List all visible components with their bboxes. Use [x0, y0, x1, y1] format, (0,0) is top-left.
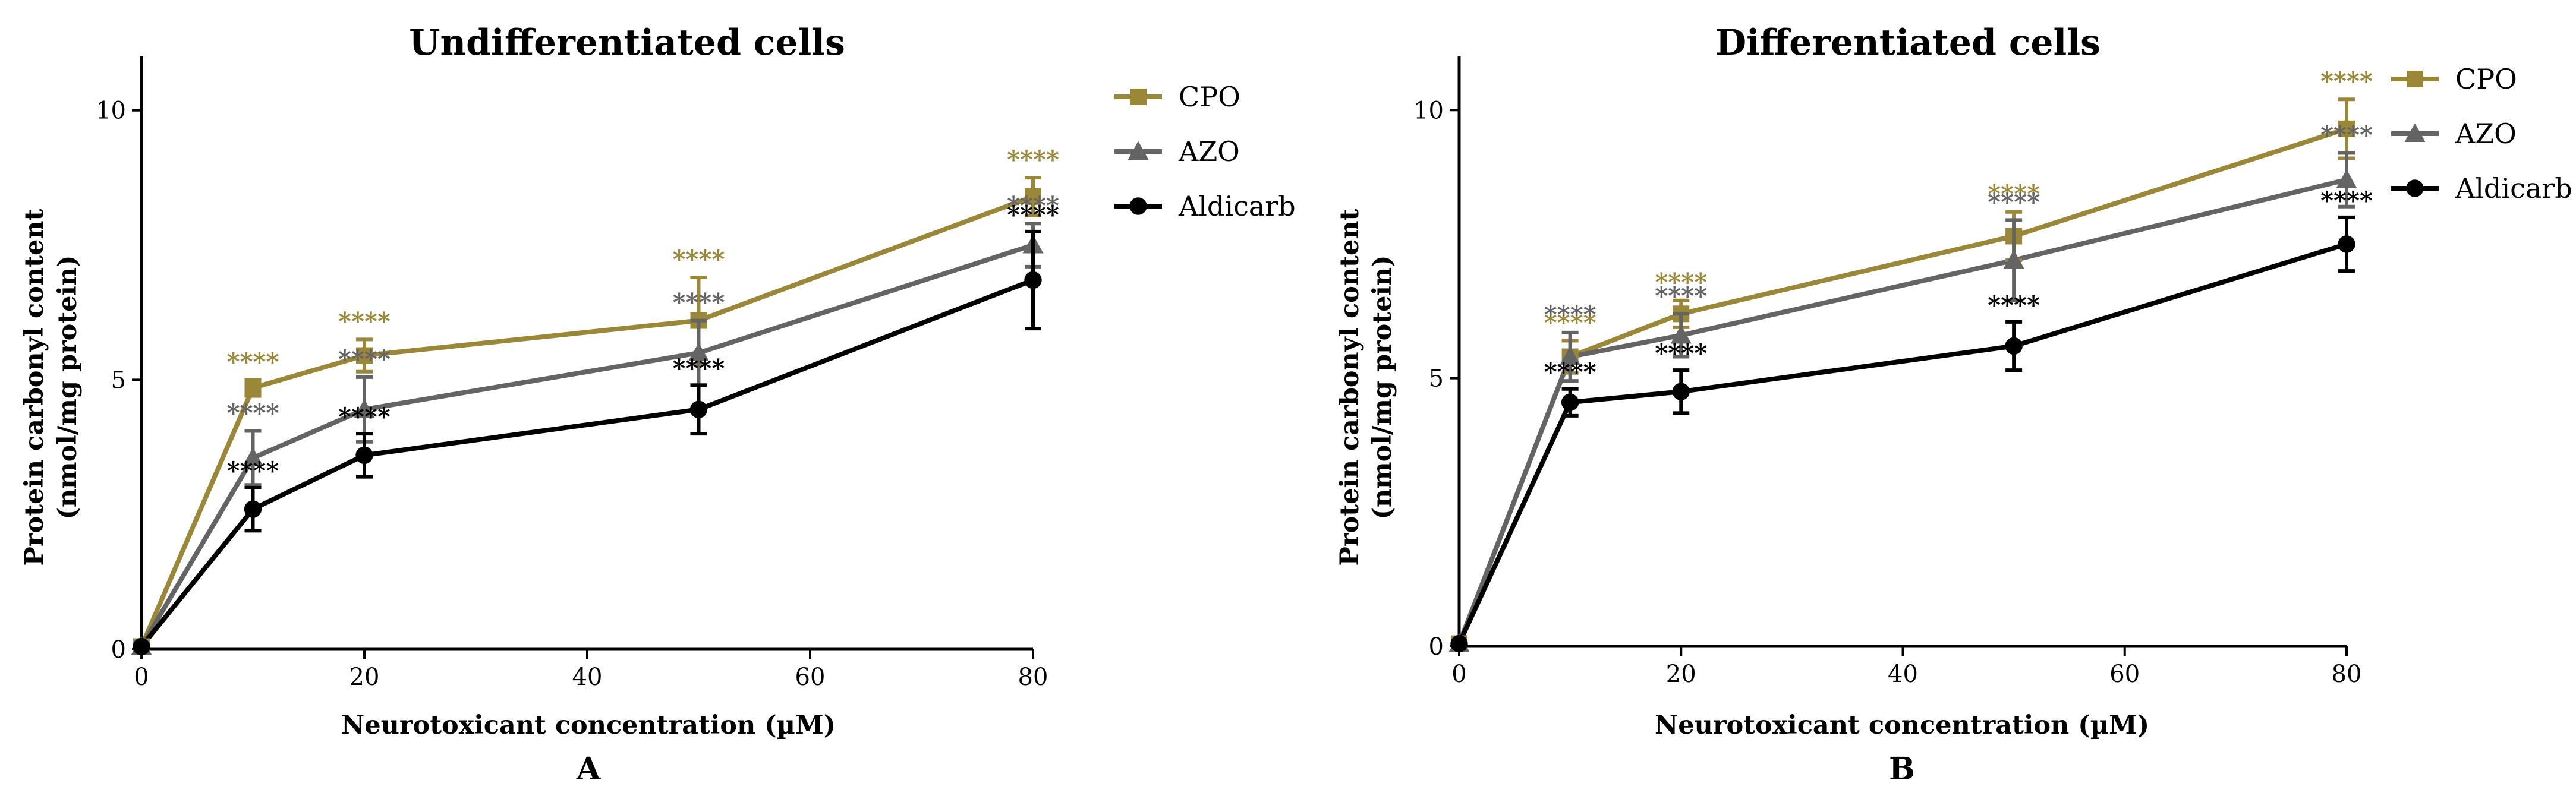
- legend-label: AZO: [1178, 135, 1240, 168]
- y-axis-label-line2: (nmol/mg protein): [53, 255, 83, 520]
- legend-label: CPO: [1179, 81, 1240, 113]
- legend-marker-cpo: [2407, 71, 2423, 87]
- x-tick-label: 60: [795, 664, 826, 691]
- legend-label: AZO: [2455, 118, 2517, 150]
- significance-label-azo: ****: [2320, 120, 2373, 149]
- y-tick-label: 5: [111, 367, 126, 394]
- data-point-azo: [2336, 169, 2357, 188]
- panel-b-chart: Differentiated cells Neurotoxicant conce…: [1335, 22, 2572, 787]
- significance-label-aldicarb: ****: [338, 402, 391, 431]
- significance-label-aldicarb: ****: [1988, 290, 2040, 320]
- data-point-aldicarb: [1450, 634, 1468, 653]
- significance-label-azo: ****: [1655, 281, 1707, 310]
- y-tick-label: 5: [1429, 365, 1444, 393]
- y-axis-label-line1: Protein carbonyl content: [1335, 209, 1365, 566]
- panel-label: A: [576, 751, 601, 787]
- x-tick-label: 80: [2332, 661, 2362, 688]
- significance-label-aldicarb: ****: [1544, 358, 1596, 387]
- significance-label-aldicarb: ****: [673, 353, 725, 383]
- x-tick-label: 40: [1888, 661, 1918, 688]
- significance-label-azo: ****: [1988, 187, 2040, 216]
- legend-marker-azo: [2404, 123, 2426, 142]
- x-tick-label: 80: [1018, 664, 1048, 691]
- significance-label-azo: ****: [227, 399, 279, 428]
- data-point-aldicarb: [244, 500, 262, 518]
- y-axis-label-line1: Protein carbonyl content: [20, 209, 49, 566]
- data-point-aldicarb: [133, 637, 150, 656]
- panel-a-chart: Undifferentiated cells Neurotoxicant con…: [20, 22, 1296, 787]
- data-point-azo: [2003, 249, 2024, 269]
- data-point-aldicarb: [689, 400, 708, 418]
- data-point-azo: [1670, 324, 1692, 344]
- legend-marker-aldicarb: [1129, 197, 1147, 215]
- data-point-cpo: [356, 347, 373, 364]
- y-tick-label: 10: [96, 97, 126, 125]
- data-point-cpo: [1025, 188, 1041, 205]
- legend-label: Aldicarb: [1178, 190, 1296, 222]
- data-point-aldicarb: [2005, 337, 2023, 355]
- chart-title: Differentiated cells: [1715, 22, 2101, 64]
- data-point-aldicarb: [355, 446, 373, 465]
- significance-label-cpo: ****: [1655, 268, 1707, 297]
- significance-label-azo: ****: [673, 288, 725, 317]
- x-tick-label: 60: [2109, 661, 2140, 688]
- panel-label: B: [1889, 751, 1915, 787]
- data-point-aldicarb: [1672, 383, 1690, 400]
- significance-label-azo: ****: [1544, 300, 1596, 329]
- x-tick-label: 0: [134, 664, 149, 691]
- x-axis-label: Neurotoxicant concentration (µM): [1655, 710, 2149, 740]
- y-tick-label: 0: [111, 636, 126, 664]
- data-point-aldicarb: [1561, 393, 1579, 411]
- significance-label-cpo: ****: [1007, 145, 1059, 174]
- significance-label-cpo: ****: [227, 347, 279, 376]
- significance-label-aldicarb: ****: [2320, 186, 2373, 215]
- data-point-azo: [688, 342, 709, 361]
- significance-label-aldicarb: ****: [1007, 200, 1059, 229]
- significance-label-cpo: ****: [2320, 67, 2373, 96]
- legend-marker-cpo: [1130, 89, 1147, 105]
- x-axis-label: Neurotoxicant concentration (µM): [341, 710, 836, 740]
- significance-label-cpo: ****: [673, 245, 725, 274]
- series-line-azo: [139, 242, 1034, 648]
- legend-marker-aldicarb: [2406, 179, 2424, 197]
- y-axis-label-line2: (nmol/mg protein): [1368, 255, 1397, 520]
- data-point-aldicarb: [2338, 235, 2355, 253]
- significance-label-azo: ****: [338, 345, 391, 374]
- y-tick-label: 10: [1413, 97, 1444, 124]
- data-point-azo: [1560, 346, 1581, 365]
- significance-label-aldicarb: ****: [227, 456, 279, 485]
- x-tick-label: 0: [1451, 661, 1466, 688]
- data-point-azo: [243, 447, 263, 466]
- legend-marker-azo: [1128, 141, 1149, 160]
- significance-label-cpo: ****: [338, 307, 391, 336]
- chart-title: Undifferentiated cells: [409, 22, 845, 64]
- x-tick-label: 40: [572, 664, 603, 691]
- data-point-cpo: [244, 379, 262, 396]
- significance-label-aldicarb: ****: [1655, 339, 1707, 368]
- significance-label-azo: ****: [1007, 191, 1059, 220]
- y-tick-label: 0: [1429, 633, 1444, 661]
- significance-label-cpo: ****: [1988, 179, 2040, 209]
- data-point-cpo: [2338, 120, 2355, 137]
- x-tick-label: 20: [349, 664, 380, 691]
- data-point-aldicarb: [1024, 271, 1042, 289]
- legend-label: Aldicarb: [2455, 172, 2572, 204]
- x-tick-label: 20: [1666, 661, 1696, 688]
- data-point-azo: [354, 399, 375, 418]
- legend-label: CPO: [2455, 63, 2517, 95]
- series-line-azo: [1457, 177, 2347, 645]
